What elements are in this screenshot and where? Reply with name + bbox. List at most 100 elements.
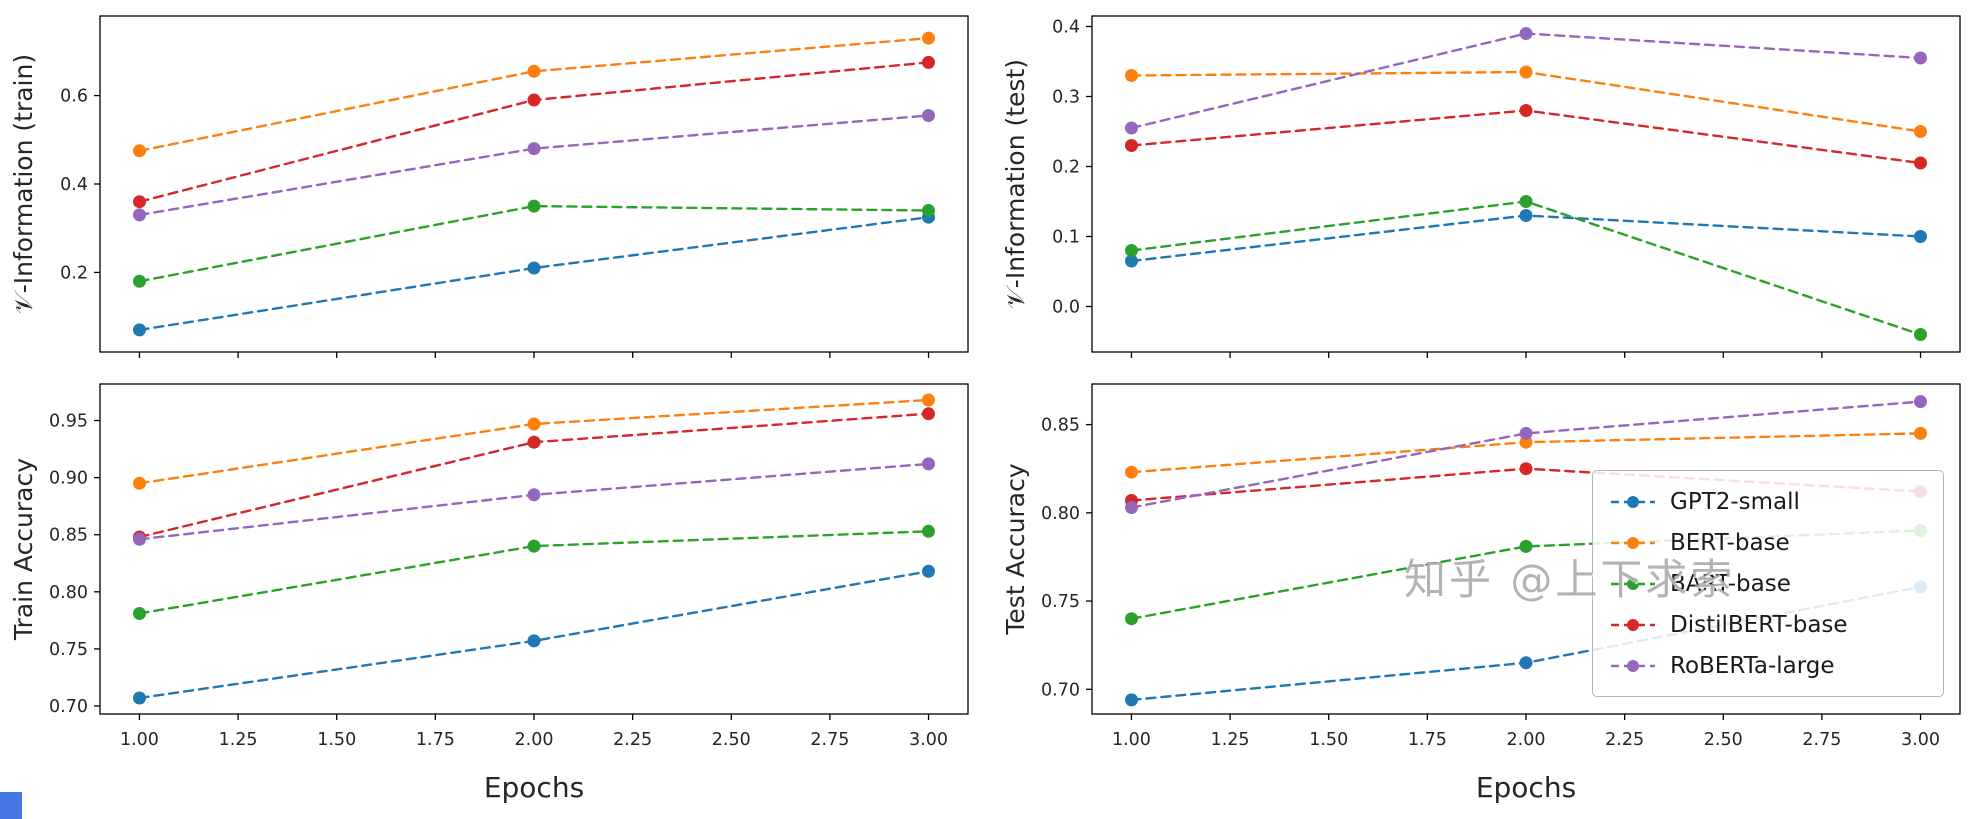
y-tick-label: 0.3	[1052, 88, 1080, 108]
data-point-DistilBERT-base	[527, 435, 541, 449]
x-tick-label: 2.75	[810, 730, 849, 750]
y-tick-label: 0.70	[1041, 680, 1080, 700]
x-axis-label: Epochs	[484, 771, 584, 804]
data-point-RoBERTa-large	[1914, 51, 1927, 65]
legend-label: DistilBERT-base	[1670, 611, 1848, 638]
x-tick-label: 1.75	[1408, 730, 1447, 750]
data-point-DistilBERT-base	[133, 195, 146, 209]
data-point-BERT-base	[1914, 426, 1927, 440]
data-point-RoBERTa-large	[1125, 501, 1138, 514]
y-tick-label: 0.95	[49, 412, 88, 432]
x-tick-label: 2.00	[1507, 730, 1546, 750]
legend-label: BART-base	[1670, 570, 1791, 597]
data-point-BART-base	[1125, 612, 1138, 626]
data-point-RoBERTa-large	[1914, 395, 1927, 409]
y-tick-label: 0.80	[49, 583, 88, 603]
legend-label: RoBERTa-large	[1670, 652, 1835, 679]
x-tick-label: 2.50	[712, 730, 751, 750]
y-tick-label: 0.1	[1052, 228, 1080, 248]
y-tick-label: 0.2	[60, 263, 88, 283]
data-point-GPT2-small	[133, 323, 146, 337]
y-axis-label: 𝒱-Information (train)	[9, 54, 38, 314]
data-point-BERT-base	[527, 64, 541, 78]
chart-canvas-2: 1.00 1.25 1.50 1.75 2.00 2.25 2.50 2.75 3.00 0.70…	[9, 383, 969, 804]
legend-swatch-icon	[1611, 659, 1655, 672]
y-tick-label: 0.75	[49, 640, 88, 660]
series-line-RoBERTa-large	[1130, 400, 1922, 509]
series-line-BART-base	[138, 204, 930, 283]
data-point-BART-base	[1125, 244, 1138, 257]
data-point-BERT-base	[1125, 465, 1138, 479]
y-tick-label: 0.90	[49, 469, 88, 489]
data-point-RoBERTa-large	[133, 208, 146, 222]
x-tick-label: 2.25	[613, 730, 652, 750]
y-tick-label: 0.2	[1052, 158, 1080, 178]
x-tick-label: 2.00	[515, 730, 554, 750]
y-tick-label: 0.80	[1041, 504, 1080, 524]
data-point-BART-base	[133, 607, 146, 620]
data-point-GPT2-small	[1914, 230, 1927, 243]
legend-marker	[1627, 659, 1639, 672]
x-axis-label: Epochs	[1476, 771, 1576, 804]
legend-item-GPT2-small: GPT2-small	[1609, 481, 1927, 522]
data-point-GPT2-small	[1519, 209, 1533, 222]
y-tick-label: 0.6	[60, 87, 88, 107]
legend-label: BERT-base	[1670, 529, 1790, 556]
data-point-RoBERTa-large	[527, 142, 541, 156]
chart-vinformation-test: 0.0 0.1 0.2 0.3 0.4 𝒱-Information (test)	[992, 0, 1984, 368]
legend-marker	[1627, 577, 1639, 590]
data-point-BERT-base	[527, 417, 541, 431]
y-tick-label: 0.75	[1041, 592, 1080, 612]
data-point-RoBERTa-large	[1519, 27, 1533, 40]
y-tick-label: 0.4	[1052, 18, 1080, 38]
legend-item-BERT-base: BERT-base	[1609, 522, 1927, 563]
y-axis-label: Train Accuracy	[9, 458, 38, 641]
data-point-DistilBERT-base	[922, 55, 935, 69]
legend-marker	[1627, 618, 1639, 631]
data-point-BERT-base	[1125, 69, 1138, 82]
data-point-DistilBERT-base	[922, 407, 935, 421]
data-point-GPT2-small	[133, 691, 146, 705]
data-point-BERT-base	[1519, 65, 1533, 79]
data-point-BART-base	[133, 274, 146, 288]
legend-item-BART-base: BART-base	[1609, 563, 1927, 604]
data-point-BART-base	[922, 204, 935, 217]
x-tick-label: 1.25	[219, 730, 258, 750]
data-point-BERT-base	[1914, 125, 1927, 138]
data-point-BERT-base	[133, 144, 146, 158]
legend-label: GPT2-small	[1670, 488, 1800, 515]
data-point-GPT2-small	[922, 564, 935, 578]
data-point-DistilBERT-base	[1914, 156, 1927, 170]
data-point-RoBERTa-large	[1519, 426, 1533, 440]
chart-canvas-1: 0.0 0.1 0.2 0.3 0.4 𝒱-Information (test)	[1001, 15, 1961, 358]
legend: GPT2-small BERT-base BART-base DistilBERT-b…	[1592, 470, 1944, 697]
data-point-GPT2-small	[527, 634, 541, 648]
legend-marker	[1627, 536, 1639, 549]
legend-item-RoBERTa-large: RoBERTa-large	[1609, 645, 1927, 686]
data-point-BART-base	[527, 199, 541, 213]
data-point-RoBERTa-large	[1125, 121, 1138, 135]
data-point-BART-base	[1914, 328, 1927, 341]
x-tick-label: 1.25	[1211, 730, 1250, 750]
chart-canvas-0: 0.2 0.4 0.6 𝒱-Information (train)	[9, 15, 969, 358]
data-point-GPT2-small	[1519, 656, 1533, 670]
x-tick-label: 1.00	[120, 730, 159, 750]
legend-swatch-icon	[1611, 536, 1655, 549]
data-point-BART-base	[1519, 539, 1533, 553]
data-point-DistilBERT-base	[1519, 104, 1533, 117]
x-tick-label: 1.75	[416, 730, 455, 750]
x-tick-label: 3.00	[909, 730, 948, 750]
series-line-BERT-base	[138, 36, 930, 153]
data-point-GPT2-small	[1125, 693, 1138, 707]
x-tick-label: 2.75	[1802, 730, 1841, 750]
data-point-BERT-base	[133, 476, 146, 490]
data-point-DistilBERT-base	[1125, 139, 1138, 152]
y-axis-label: 𝒱-Information (test)	[1001, 59, 1030, 309]
chart-train-accuracy: 1.00 1.25 1.50 1.75 2.00 2.25 2.50 2.75 3.00 0.70…	[0, 368, 992, 819]
chart-vinformation-train: 0.2 0.4 0.6 𝒱-Information (train)	[0, 0, 992, 368]
data-point-RoBERTa-large	[133, 532, 146, 546]
data-point-BART-base	[527, 539, 541, 553]
x-tick-label: 1.00	[1112, 730, 1151, 750]
y-axis-label: Test Accuracy	[1001, 463, 1030, 636]
